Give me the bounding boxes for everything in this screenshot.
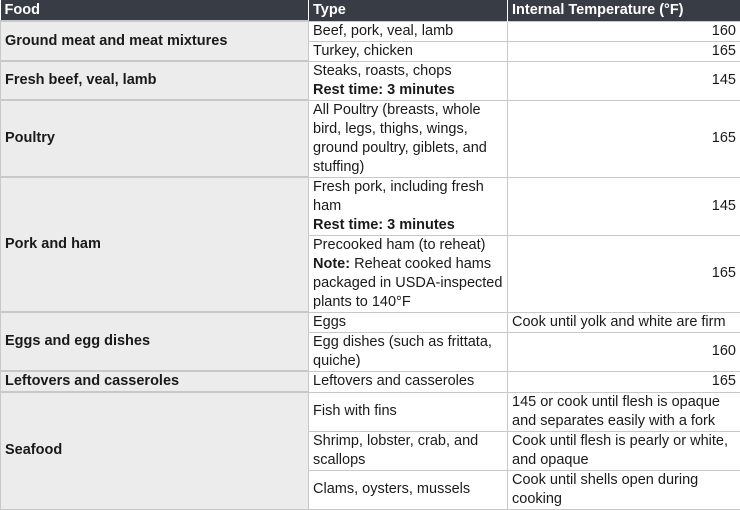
table-row: Clams, oysters, mussels Cook until shell… [1,469,740,510]
food-type: Fish with fins [308,391,508,432]
note-body: Reheat cooked hams packaged in USDA-insp… [313,255,503,310]
type-text: Precooked ham (to reheat) [313,236,486,253]
food-category: Leftovers and casseroles [0,370,309,393]
table-row: Shrimp, lobster, crab, and scallops Cook… [1,430,740,471]
food-type: Precooked ham (to reheat) Note: Reheat c… [308,234,508,313]
table-row: Leftovers and casseroles Leftovers and c… [0,370,740,393]
note-label: Note: [313,255,351,272]
food-category: Eggs and egg dishes [0,311,309,372]
table-row: Poultry All Poultry (breasts, whole bird… [0,99,740,178]
internal-temperature: Cook until shells open during cooking [507,469,740,510]
food-type: Turkey, chicken [308,40,508,62]
header-temperature: Internal Temperature (°F) [507,0,740,21]
internal-temperature: Cook until flesh is pearly or white, and… [507,430,740,471]
table-row: Pork and ham Fresh pork, including fresh… [0,176,740,313]
table-row: Turkey, chicken 165 [1,40,740,62]
table-row: Seafood Fish with fins 145 or cook until… [0,391,740,510]
table-row: Precooked ham (to reheat) Note: Reheat c… [1,234,740,313]
rest-time-note: Rest time: 3 minutes [313,216,455,233]
internal-temperature: 165 [507,234,740,313]
table-row: Egg dishes (such as frittata, quiche) 16… [1,331,740,372]
internal-temperature: 145 [507,176,740,236]
internal-temperature: 165 [507,370,740,393]
internal-temperature: 160 [507,331,740,372]
internal-temperature: 145 [507,60,740,101]
type-text: Steaks, roasts, chops [313,62,452,79]
food-category: Poultry [0,99,309,178]
table-row: Eggs and egg dishes Eggs Cook until yolk… [0,311,740,372]
food-category: Pork and ham [0,176,309,313]
food-type: All Poultry (breasts, whole bird, legs, … [308,99,508,178]
food-type: Egg dishes (such as frittata, quiche) [308,331,508,372]
header-food: Food [0,0,309,21]
food-category: Ground meat and meat mixtures [0,20,309,62]
type-text: Fresh pork, including fresh ham [313,178,484,214]
food-type: Beef, pork, veal, lamb [308,20,508,42]
rest-time-note: Rest time: 3 minutes [313,81,455,98]
internal-temperature: Cook until yolk and white are firm [507,311,740,333]
table-row: Ground meat and meat mixtures Beef, pork… [0,20,740,62]
food-type: Steaks, roasts, chops Rest time: 3 minut… [308,60,508,101]
food-type: Clams, oysters, mussels [308,469,508,510]
food-category: Fresh beef, veal, lamb [0,60,309,101]
food-category: Seafood [0,391,309,510]
header-row: Food Type Internal Temperature (°F) [0,0,740,21]
table-row: Fresh beef, veal, lamb Steaks, roasts, c… [0,60,740,101]
internal-temperature: 165 [507,99,740,178]
header-type: Type [308,0,508,21]
internal-temperature: 145 or cook until flesh is opaque and se… [507,391,740,432]
food-type: Shrimp, lobster, crab, and scallops [308,430,508,471]
internal-temperature: 160 [507,20,740,42]
food-type: Eggs [308,311,508,333]
internal-temperature: 165 [507,40,740,62]
food-type: Leftovers and casseroles [308,370,508,393]
note-text: Note: Reheat cooked hams packaged in USD… [313,256,502,310]
food-type: Fresh pork, including fresh ham Rest tim… [308,176,508,236]
